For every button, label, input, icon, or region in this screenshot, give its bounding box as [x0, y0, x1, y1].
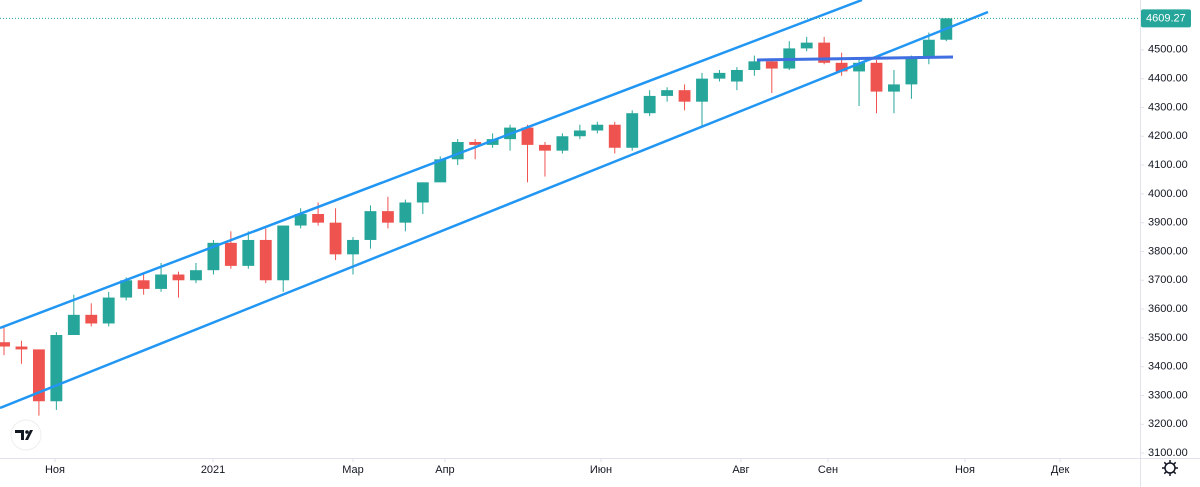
candle-body	[922, 39, 935, 58]
y-tick-label: 3200.00	[1148, 418, 1188, 430]
y-tick-label: 3500.00	[1148, 332, 1188, 344]
candle-body	[818, 42, 831, 63]
candle-body	[888, 84, 900, 92]
candle-body	[50, 335, 63, 402]
candle-body	[800, 42, 813, 49]
last-price-label: 4609.27	[1146, 12, 1186, 24]
candle-body	[312, 214, 325, 223]
x-tick-label: Апр	[435, 464, 454, 476]
candle-body	[416, 182, 429, 203]
candle-body	[207, 242, 220, 271]
y-tick-label: 3800.00	[1148, 245, 1188, 257]
channel-upper-line[interactable]	[0, 0, 863, 330]
y-tick-label: 4100.00	[1148, 159, 1188, 171]
candle-body	[539, 144, 551, 151]
candle-body	[451, 142, 464, 160]
candle-body	[102, 297, 115, 324]
candle-body	[765, 61, 778, 69]
candle-body	[242, 239, 255, 266]
y-tick-label: 4000.00	[1148, 188, 1188, 200]
candle-body	[573, 130, 586, 137]
candle-body	[277, 225, 290, 281]
candle-body	[172, 274, 185, 281]
y-tick-label: 3300.00	[1148, 389, 1188, 401]
channel-lower-line[interactable]	[0, 10, 989, 410]
candle-body	[678, 90, 691, 102]
y-tick-label: 4500.00	[1148, 44, 1188, 56]
candle-body	[224, 242, 237, 266]
candle-body	[67, 314, 80, 336]
tv-logo[interactable]	[10, 419, 42, 451]
horizontal-line[interactable]	[756, 55, 954, 62]
y-tick-label: 4400.00	[1148, 73, 1188, 85]
candle-body	[905, 57, 918, 85]
candle-body	[190, 270, 202, 281]
y-tick-label: 4300.00	[1148, 101, 1188, 113]
settings-icon[interactable]	[1162, 460, 1178, 476]
candle-body	[347, 239, 359, 255]
candle-body	[730, 69, 743, 82]
candle-body	[120, 280, 133, 298]
candle-body	[155, 274, 167, 289]
candle-body	[643, 95, 656, 114]
candle-body	[329, 222, 342, 255]
candle-body	[85, 314, 98, 324]
candle-body	[608, 124, 621, 148]
candle-body	[294, 214, 307, 226]
x-tick-label: Сен	[818, 464, 838, 476]
candle-body	[521, 127, 534, 145]
candle-body	[713, 72, 726, 79]
candle-body	[626, 113, 639, 148]
candle-body	[591, 124, 604, 131]
candle-body	[0, 342, 10, 347]
candle-body	[748, 61, 761, 70]
candle-body	[381, 211, 394, 223]
candle-body	[469, 142, 482, 145]
candle-body	[399, 202, 412, 223]
x-tick-label: Авг	[732, 464, 749, 476]
y-tick-label: 3600.00	[1148, 303, 1188, 315]
x-tick-label: 2021	[201, 464, 225, 476]
y-tick-label: 3400.00	[1148, 361, 1188, 373]
candle-body	[556, 136, 569, 151]
candle-body	[32, 349, 45, 402]
x-tick-label: Ноя	[955, 464, 975, 476]
y-tick-label: 3700.00	[1148, 274, 1188, 286]
candle-body	[853, 62, 865, 72]
candle-body	[364, 211, 377, 240]
x-tick-label: Ноя	[45, 464, 65, 476]
candle-body	[137, 280, 150, 289]
x-tick-label: Мар	[342, 464, 364, 476]
last-price-tag	[1141, 9, 1191, 28]
candle-body	[835, 62, 848, 72]
candle-body	[661, 90, 674, 96]
x-tick-label: Июн	[590, 464, 612, 476]
x-tick-label: Дек	[1051, 464, 1070, 476]
candle-body	[486, 139, 499, 145]
y-tick-label: 4200.00	[1148, 130, 1188, 142]
candle-body	[15, 346, 28, 350]
y-tick-label: 3100.00	[1148, 447, 1188, 459]
candle-body	[696, 78, 708, 102]
candle-body	[870, 62, 883, 92]
y-tick-label: 3900.00	[1148, 217, 1188, 229]
candle-body	[434, 159, 447, 183]
candle-body	[259, 239, 272, 281]
